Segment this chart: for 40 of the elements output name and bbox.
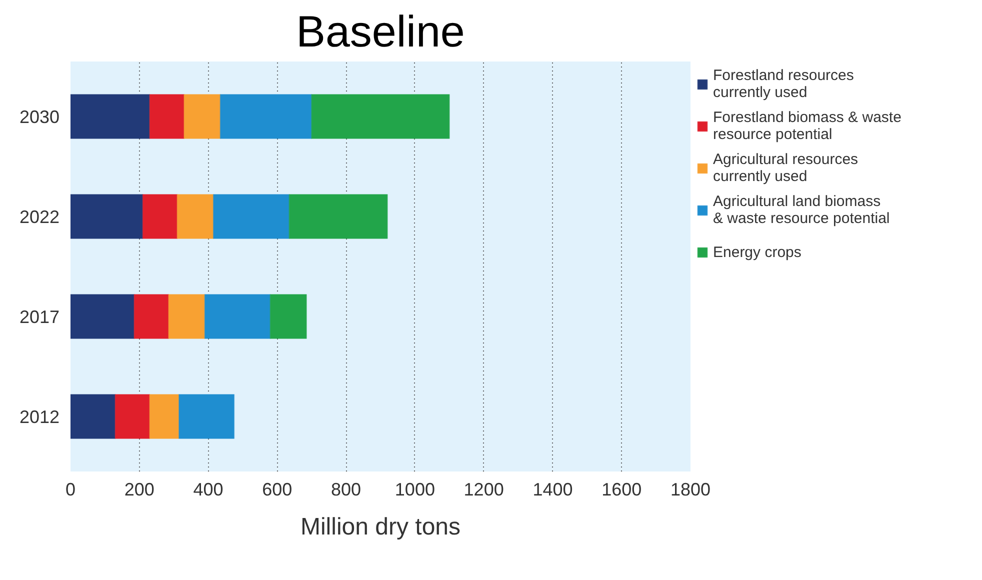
legend-label: Agricultural land biomass & waste resource potential: [713, 193, 890, 227]
x-tick-label: 1600: [602, 480, 642, 500]
y-tick-label: 2030: [19, 107, 60, 127]
bar: [70, 394, 116, 439]
legend-label: Forestland biomass & waste resource potential: [713, 109, 902, 143]
y-tick-label: 2017: [19, 307, 60, 327]
bar: [70, 294, 135, 339]
bar: [184, 94, 221, 139]
bar: [168, 294, 206, 339]
x-tick-label: 400: [193, 480, 224, 500]
bar: [270, 294, 307, 339]
x-tick-label: 0: [65, 480, 76, 500]
chart-title: Baseline: [296, 8, 465, 56]
bar: [178, 394, 235, 439]
x-tick-label: 1000: [394, 480, 435, 500]
x-tick-label: 800: [331, 480, 362, 500]
bar: [204, 294, 271, 339]
bar: [142, 194, 178, 239]
bar: [114, 394, 150, 439]
legend-label: Energy crops: [713, 242, 802, 262]
x-axis-title: Million dry tons: [300, 514, 461, 540]
x-tick-label: 600: [262, 480, 292, 500]
x-tick-label: 1200: [464, 480, 504, 500]
legend-label: Forestland resources currently used: [713, 67, 854, 101]
bar: [220, 94, 312, 139]
bar: [149, 394, 180, 439]
bar: [311, 94, 450, 139]
x-tick-label: 1800: [670, 480, 711, 500]
y-tick-label: 2012: [19, 407, 60, 427]
bar: [212, 194, 290, 239]
bar: [134, 294, 170, 339]
bar: [70, 94, 150, 139]
bar: [70, 194, 144, 239]
x-tick-label: 200: [124, 480, 154, 500]
x-tick-label: 1400: [532, 480, 573, 500]
y-tick-label: 2022: [19, 207, 60, 227]
legend-label: Agricultural resources currently used: [713, 151, 858, 185]
bar: [176, 194, 214, 239]
bar: [149, 94, 185, 139]
bar: [288, 194, 388, 239]
